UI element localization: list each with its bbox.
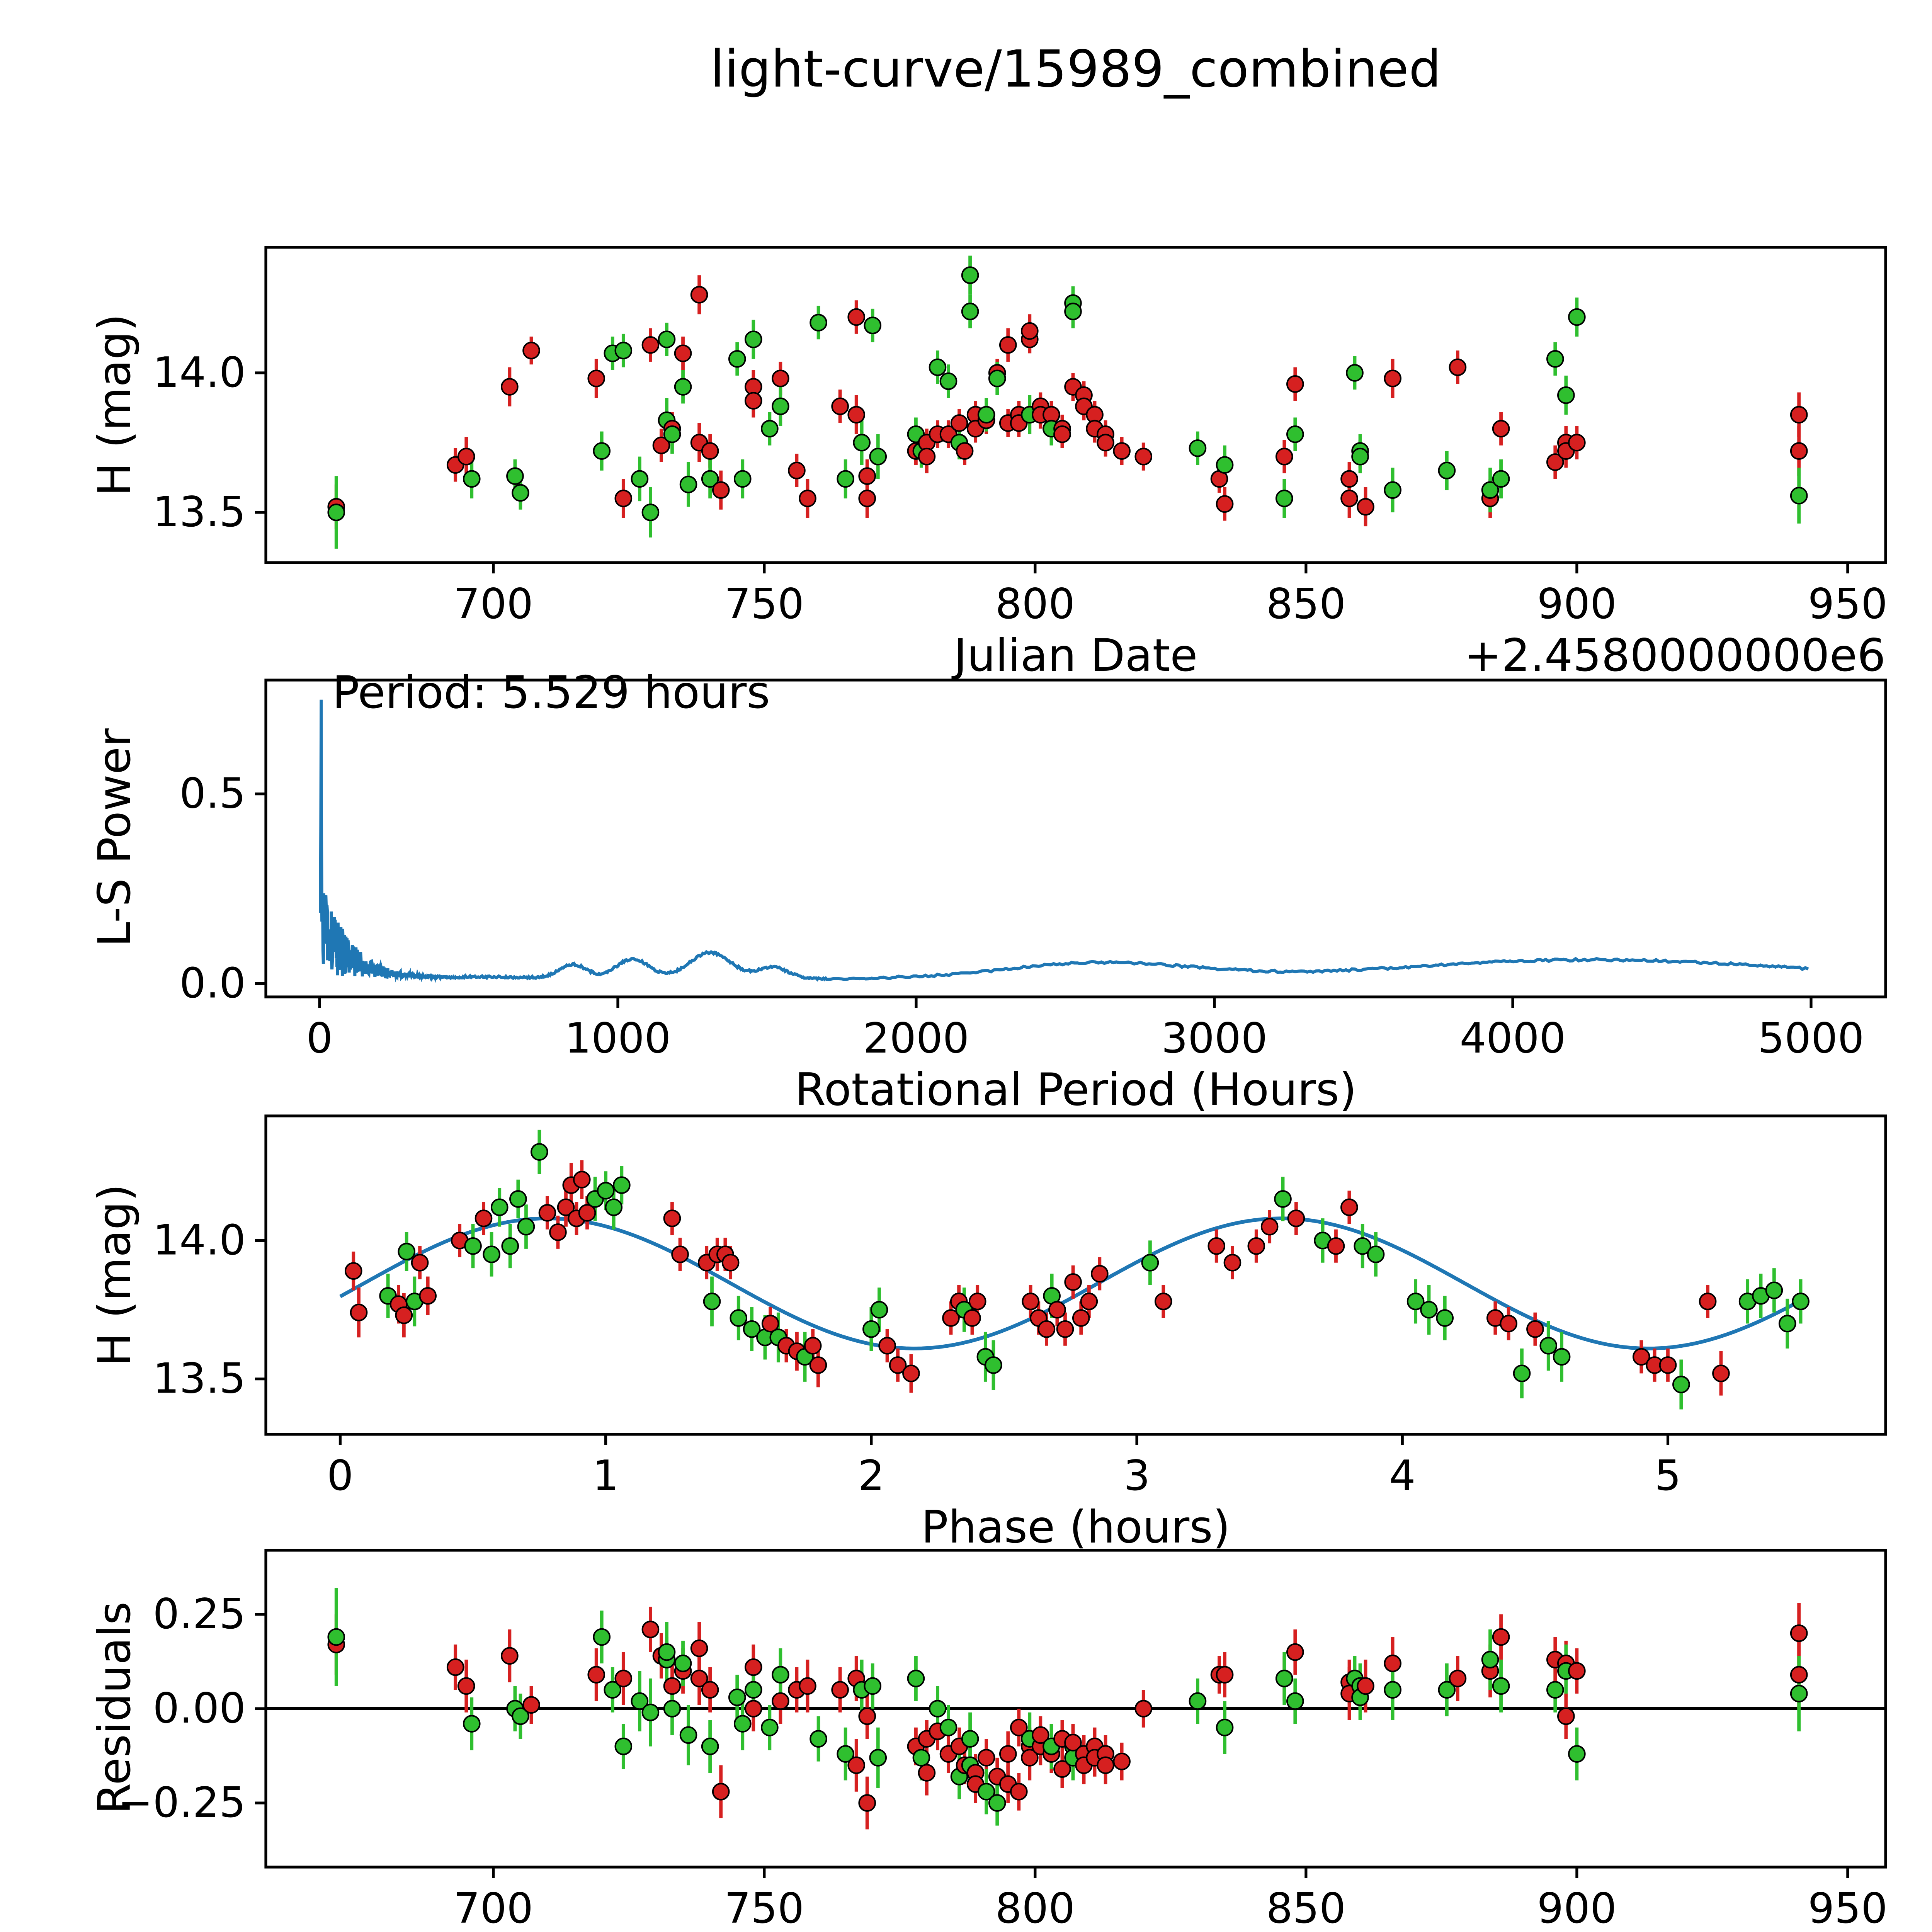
svg-text:14.0: 14.0 [153, 1216, 246, 1264]
periodogram-axes: 0 1000 2000 3000 4000 5000 0.0 0.5 [179, 679, 1887, 1063]
lightcurve-xlabel: Julian Date [952, 629, 1198, 682]
lightcurve-axes: 700 750 800 850 900 950 13.5 14.0 [153, 246, 1888, 628]
svg-text:0: 0 [327, 1452, 354, 1500]
plot-layers: 700 750 800 850 900 950 13.5 14.0 0 1000 2000 3000 4… [118, 246, 1888, 1932]
svg-text:5000: 5000 [1758, 1014, 1864, 1063]
svg-text:13.5: 13.5 [153, 488, 246, 536]
svg-text:950: 950 [1808, 1884, 1888, 1932]
svg-text:13.5: 13.5 [153, 1355, 246, 1403]
phase-ylabel: H (mag) [88, 1184, 141, 1366]
svg-text:950: 950 [1808, 580, 1888, 628]
svg-text:2: 2 [858, 1452, 884, 1500]
svg-text:1000: 1000 [565, 1014, 671, 1063]
residuals-ylabel: Residuals [88, 1602, 141, 1814]
svg-text:3000: 3000 [1162, 1014, 1268, 1063]
svg-text:700: 700 [454, 1884, 533, 1932]
svg-text:700: 700 [454, 580, 533, 628]
svg-text:900: 900 [1537, 1884, 1617, 1932]
figure-title: light-curve/15989_combined [710, 39, 1441, 99]
svg-text:2000: 2000 [863, 1014, 969, 1063]
svg-text:14.0: 14.0 [153, 349, 246, 397]
phase-data-layer [339, 1129, 1810, 1410]
phase-xlabel: Phase (hours) [921, 1501, 1230, 1553]
phase-axes: 0 1 2 3 4 5 13.5 14.0 [153, 1114, 1887, 1500]
residuals-data-layer [266, 1588, 1886, 1830]
svg-text:0.0: 0.0 [179, 959, 246, 1008]
residuals-axes: 700 750 800 850 900 950 −0.25 0.00 0.25 [118, 1549, 1888, 1932]
period-annotation: Period: 5.529 hours [332, 667, 770, 719]
svg-text:−0.25: −0.25 [118, 1779, 246, 1827]
svg-text:800: 800 [995, 1884, 1075, 1932]
svg-text:800: 800 [995, 580, 1075, 628]
periodogram-data-layer [319, 699, 1809, 983]
svg-text:750: 750 [724, 1884, 804, 1932]
svg-text:1: 1 [592, 1452, 619, 1500]
periodogram-ylabel: L-S Power [88, 728, 141, 947]
svg-text:0.25: 0.25 [153, 1590, 246, 1638]
svg-text:750: 750 [724, 580, 804, 628]
svg-text:3: 3 [1124, 1452, 1150, 1500]
periodogram-xlabel: Rotational Period (Hours) [795, 1064, 1357, 1116]
svg-text:5: 5 [1655, 1452, 1681, 1500]
svg-text:850: 850 [1266, 580, 1346, 628]
svg-text:0.00: 0.00 [153, 1684, 246, 1733]
lightcurve-ylabel: H (mag) [88, 314, 141, 496]
lightcurve-x-offset-text: +2.4580000000e6 [1464, 629, 1886, 682]
svg-text:4000: 4000 [1460, 1014, 1566, 1063]
svg-text:0: 0 [306, 1014, 333, 1063]
lightcurve-data-layer [327, 255, 1808, 549]
svg-text:900: 900 [1537, 580, 1617, 628]
svg-text:0.5: 0.5 [179, 770, 246, 818]
svg-text:850: 850 [1266, 1884, 1346, 1932]
svg-text:4: 4 [1389, 1452, 1416, 1500]
